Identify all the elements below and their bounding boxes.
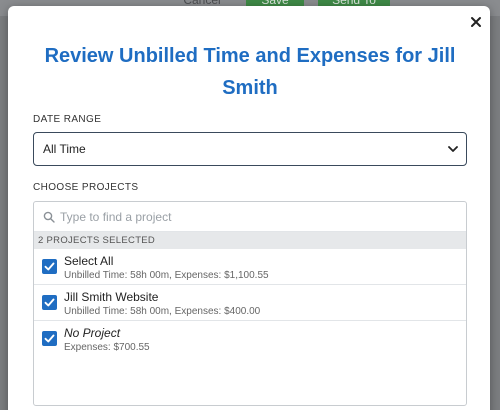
checkbox-no-project[interactable] (42, 331, 57, 346)
background-cancel-button: Cancel (183, 0, 221, 7)
background-right-panel (490, 16, 500, 410)
modal-title: Review Unbilled Time and Expenses for Ji… (44, 45, 456, 99)
background-left-panel (0, 16, 8, 410)
search-icon (43, 211, 55, 223)
choose-projects-label: CHOOSE PROJECTS (33, 182, 139, 193)
review-modal: Review Unbilled Time and Expenses for Ji… (8, 6, 490, 410)
project-search (34, 202, 466, 232)
list-item-name: Select All (64, 254, 114, 268)
list-item-select-all[interactable]: Select All Unbilled Time: 58h 00m, Expen… (34, 249, 466, 285)
background-save-button: Save (246, 0, 304, 10)
list-item-name: No Project (64, 326, 121, 340)
list-item-name: Jill Smith Website (64, 290, 159, 304)
date-range-value: All Time (43, 142, 86, 156)
list-item-no-project[interactable]: No Project Expenses: $700.55 (34, 321, 466, 357)
project-list: 2 PROJECTS SELECTED Select All Unbilled … (33, 201, 467, 406)
chevron-down-icon (448, 146, 458, 152)
checkbox-jill-smith-website[interactable] (42, 295, 57, 310)
check-icon (44, 298, 55, 307)
checkbox-select-all[interactable] (42, 259, 57, 274)
selected-count-bar: 2 PROJECTS SELECTED (34, 232, 466, 249)
background-send-button: Send To (318, 0, 390, 10)
close-icon[interactable] (468, 14, 484, 30)
date-range-label: DATE RANGE (33, 114, 102, 125)
check-icon (44, 334, 55, 343)
list-item-detail: Unbilled Time: 58h 00m, Expenses: $1,100… (64, 270, 269, 281)
check-icon (44, 262, 55, 271)
list-item-jill-smith-website[interactable]: Jill Smith Website Unbilled Time: 58h 00… (34, 285, 466, 321)
list-item-detail: Unbilled Time: 58h 00m, Expenses: $400.0… (64, 306, 261, 317)
project-search-input[interactable] (60, 207, 450, 227)
date-range-select[interactable]: All Time (33, 132, 467, 166)
list-item-detail: Expenses: $700.55 (64, 342, 150, 353)
